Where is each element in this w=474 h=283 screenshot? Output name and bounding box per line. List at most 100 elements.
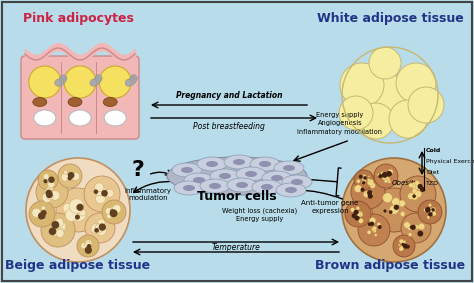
Text: Post breastfeeding: Post breastfeeding (193, 122, 265, 131)
Circle shape (52, 221, 59, 229)
Circle shape (402, 246, 404, 248)
Ellipse shape (227, 178, 257, 192)
Circle shape (419, 223, 425, 230)
Ellipse shape (245, 171, 257, 177)
Circle shape (365, 191, 370, 195)
Text: Energy supply
Angiogenesis
Inflammatory modulation: Energy supply Angiogenesis Inflammatory … (298, 112, 383, 135)
Circle shape (75, 215, 80, 220)
Ellipse shape (33, 98, 47, 106)
Circle shape (384, 179, 388, 183)
Circle shape (339, 96, 373, 130)
Ellipse shape (252, 180, 282, 194)
Circle shape (87, 243, 92, 248)
Circle shape (402, 240, 406, 244)
Circle shape (128, 78, 135, 85)
Circle shape (356, 212, 360, 217)
Circle shape (36, 176, 68, 208)
Circle shape (95, 224, 102, 231)
Circle shape (415, 181, 419, 185)
Circle shape (388, 169, 393, 174)
Circle shape (95, 223, 104, 232)
Circle shape (424, 208, 428, 212)
Circle shape (425, 207, 431, 213)
Circle shape (342, 158, 446, 262)
Circle shape (29, 201, 55, 227)
Ellipse shape (209, 183, 221, 189)
Circle shape (415, 191, 421, 198)
Circle shape (358, 103, 394, 139)
Circle shape (125, 79, 132, 86)
Circle shape (411, 193, 418, 200)
Circle shape (41, 206, 46, 210)
Circle shape (356, 206, 360, 210)
Circle shape (390, 205, 399, 214)
Circle shape (60, 75, 67, 82)
Ellipse shape (103, 98, 117, 106)
Circle shape (45, 177, 51, 183)
Ellipse shape (283, 165, 295, 171)
Circle shape (383, 176, 387, 180)
Circle shape (378, 225, 382, 229)
Circle shape (358, 218, 363, 223)
Circle shape (427, 217, 429, 219)
Circle shape (420, 187, 425, 192)
Circle shape (95, 183, 103, 192)
Circle shape (94, 185, 105, 196)
Circle shape (396, 63, 436, 103)
Circle shape (95, 75, 102, 82)
Circle shape (387, 178, 390, 182)
Circle shape (102, 200, 126, 224)
Circle shape (412, 189, 417, 194)
Circle shape (367, 179, 370, 181)
Circle shape (97, 226, 106, 236)
Circle shape (58, 164, 82, 188)
Circle shape (393, 207, 398, 212)
Circle shape (90, 79, 97, 86)
Circle shape (50, 191, 60, 200)
Circle shape (385, 175, 389, 179)
Circle shape (418, 231, 423, 237)
Circle shape (408, 226, 412, 230)
Circle shape (64, 170, 67, 174)
Text: Pregnancy and Lactation: Pregnancy and Lactation (176, 91, 282, 100)
Circle shape (55, 218, 64, 227)
Circle shape (374, 164, 398, 188)
Circle shape (388, 181, 391, 183)
Circle shape (56, 229, 64, 237)
Ellipse shape (282, 175, 312, 189)
Circle shape (408, 87, 444, 123)
Circle shape (354, 170, 374, 190)
Circle shape (432, 212, 436, 216)
Circle shape (404, 245, 407, 247)
Circle shape (29, 66, 61, 98)
Ellipse shape (183, 185, 195, 191)
Circle shape (68, 172, 74, 179)
Circle shape (354, 210, 359, 215)
Circle shape (70, 207, 79, 215)
Circle shape (87, 244, 91, 249)
Circle shape (400, 245, 405, 250)
Circle shape (360, 175, 364, 179)
Circle shape (63, 203, 73, 213)
Circle shape (374, 230, 376, 233)
Circle shape (401, 243, 405, 246)
Circle shape (38, 212, 46, 220)
Circle shape (43, 174, 49, 179)
Ellipse shape (261, 184, 273, 190)
Circle shape (55, 221, 66, 232)
Ellipse shape (233, 159, 245, 165)
Circle shape (116, 209, 120, 213)
Circle shape (110, 210, 114, 214)
Circle shape (409, 183, 413, 188)
Ellipse shape (184, 173, 214, 187)
Circle shape (356, 213, 360, 216)
Text: Weight loss (cachexia)
Energy supply: Weight loss (cachexia) Energy supply (222, 208, 298, 222)
Circle shape (32, 208, 41, 217)
Circle shape (130, 75, 137, 82)
Circle shape (399, 239, 403, 243)
Circle shape (364, 191, 370, 198)
Circle shape (363, 174, 366, 177)
Circle shape (399, 246, 403, 251)
Circle shape (377, 222, 381, 226)
Ellipse shape (174, 181, 204, 195)
